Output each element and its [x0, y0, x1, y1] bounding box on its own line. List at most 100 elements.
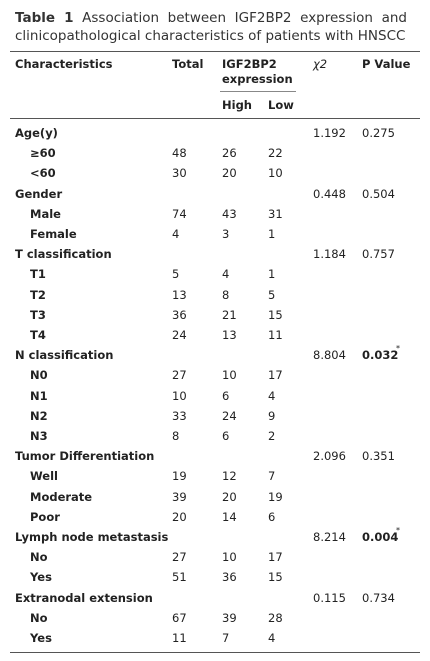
- total-value: 4: [172, 227, 180, 241]
- row-label: ≥60: [30, 146, 56, 161]
- high-value: 7: [222, 631, 230, 645]
- high-value: 26: [222, 146, 237, 161]
- chi2-value: 1.184: [313, 247, 346, 262]
- total-value: 67: [172, 610, 187, 625]
- high-value: 20: [222, 489, 237, 504]
- row-label: Moderate: [30, 489, 93, 504]
- top-rule: [10, 51, 420, 52]
- row-label: N2: [30, 408, 48, 423]
- row-label: No: [30, 610, 48, 625]
- chi2-value: 8.804: [313, 348, 346, 363]
- low-value: 17: [268, 550, 283, 565]
- high-value: 39: [222, 610, 237, 625]
- chi2-value: 0.115: [313, 590, 346, 605]
- total-value: 39: [172, 489, 187, 504]
- caption-text: Association between IGF2BP2 expression a…: [15, 10, 407, 44]
- significance-mark: *: [396, 344, 400, 354]
- chi2-value: 1.192: [313, 126, 346, 140]
- row-label: No: [30, 550, 48, 565]
- low-value: 17: [268, 368, 283, 383]
- low-value: 15: [268, 570, 283, 585]
- high-value: 12: [222, 469, 237, 484]
- chi2-value: 2.096: [313, 449, 346, 464]
- total-value: 5: [172, 267, 180, 282]
- total-value: 10: [172, 388, 187, 403]
- total-value: 20: [172, 509, 187, 524]
- total-value: 19: [172, 469, 187, 484]
- chi2-value: 8.214: [313, 530, 346, 544]
- high-value: 13: [222, 328, 237, 342]
- p-value: 0.032: [362, 348, 399, 363]
- low-value: 1: [268, 267, 276, 282]
- high-value: 21: [222, 307, 237, 322]
- low-value: 15: [268, 307, 283, 322]
- high-value: 10: [222, 368, 237, 383]
- high-value: 3: [222, 227, 230, 241]
- row-label: Male: [30, 206, 61, 221]
- p-value: 0.351: [362, 449, 395, 464]
- row-label: Well: [30, 469, 58, 484]
- significance-mark: *: [396, 526, 400, 535]
- low-value: 2: [268, 429, 276, 443]
- row-label: <60: [30, 166, 56, 181]
- header-rule: [10, 118, 420, 119]
- high-value: 24: [222, 408, 237, 423]
- low-value: 11: [268, 328, 283, 342]
- header-cell: P Value: [362, 57, 411, 71]
- row-label: T4: [30, 328, 46, 342]
- high-value: 8: [222, 287, 230, 302]
- header-cell: High: [222, 98, 252, 112]
- total-value: 30: [172, 166, 187, 181]
- low-value: 7: [268, 469, 276, 484]
- row-label: N1: [30, 388, 48, 403]
- high-value: 14: [222, 509, 237, 524]
- low-value: 28: [268, 610, 283, 625]
- header-cell: Low: [268, 98, 294, 112]
- total-value: 74: [172, 206, 187, 221]
- p-value: 0.734: [362, 590, 395, 605]
- total-value: 13: [172, 287, 187, 302]
- row-label: Yes: [30, 631, 52, 645]
- group-label: Extranodal extension: [15, 590, 153, 605]
- total-value: 51: [172, 570, 187, 585]
- total-value: 48: [172, 146, 187, 161]
- total-value: 27: [172, 550, 187, 565]
- group-label: Gender: [15, 186, 63, 201]
- row-label: N3: [30, 429, 48, 443]
- row-label: T2: [30, 287, 46, 302]
- header-cell: χ2: [313, 57, 328, 71]
- high-value: 10: [222, 550, 237, 565]
- group-label: Lymph node metastasis: [15, 530, 169, 544]
- low-value: 19: [268, 489, 283, 504]
- total-value: 11: [172, 631, 187, 645]
- p-value: 0.275: [362, 126, 395, 140]
- group-label: N classification: [15, 348, 114, 363]
- p-value: 0.004: [362, 530, 399, 544]
- span-rule: [220, 91, 296, 92]
- low-value: 5: [268, 287, 276, 302]
- header-cell: Characteristics: [15, 57, 113, 71]
- p-value: 0.757: [362, 247, 395, 262]
- total-value: 24: [172, 328, 187, 342]
- low-value: 4: [268, 631, 276, 645]
- high-value: 36: [222, 570, 237, 585]
- row-label: Female: [30, 227, 77, 241]
- high-value: 43: [222, 206, 237, 221]
- high-value: 6: [222, 429, 230, 443]
- total-value: 27: [172, 368, 187, 383]
- row-label: T3: [30, 307, 46, 322]
- group-label: Tumor Differentiation: [15, 449, 155, 464]
- group-label: Age(y): [15, 126, 58, 140]
- caption: Table 1 Association between IGF2BP2 expr…: [15, 9, 407, 45]
- total-value: 8: [172, 429, 180, 443]
- header-cell: Total: [172, 57, 204, 71]
- p-value: 0.504: [362, 186, 395, 201]
- header-cell: IGF2BP2 expression: [222, 57, 293, 86]
- low-value: 31: [268, 206, 283, 221]
- row-label: Poor: [30, 509, 60, 524]
- total-value: 36: [172, 307, 187, 322]
- low-value: 1: [268, 227, 276, 241]
- high-value: 4: [222, 267, 230, 282]
- low-value: 22: [268, 146, 283, 161]
- bottom-rule: [10, 652, 420, 653]
